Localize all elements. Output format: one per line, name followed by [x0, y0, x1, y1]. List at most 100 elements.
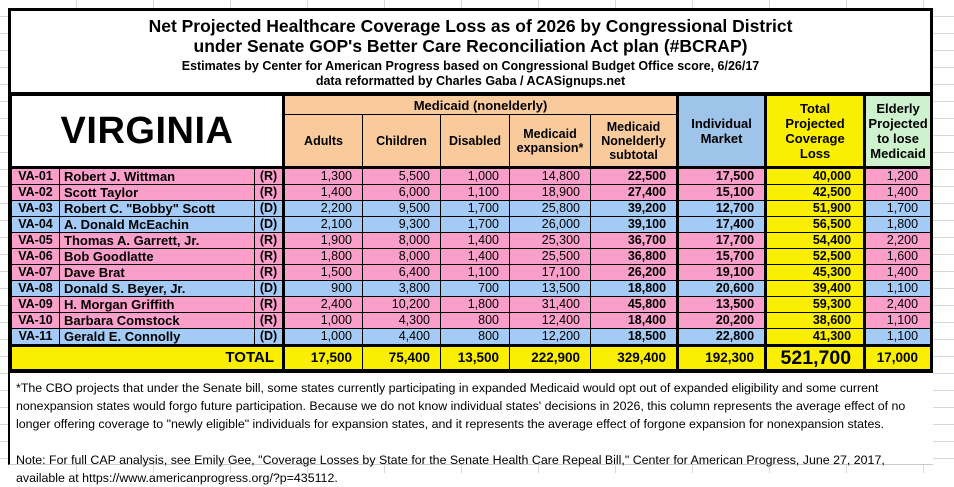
medicaid-group-header: Medicaid (nonelderly)	[282, 95, 680, 115]
name-cell: Thomas A. Garrett, Jr.	[59, 232, 255, 249]
table-header: VIRGINIA Medicaid (nonelderly) Individua…	[11, 95, 932, 169]
elderly-cell: 2,400	[864, 296, 932, 313]
name-cell: Dave Brat	[59, 264, 255, 281]
district-cell: VA-07	[11, 264, 60, 281]
disabled-cell: 1,800	[440, 296, 510, 313]
children-cell: 6,400	[362, 264, 441, 281]
adults-cell: 1,900	[283, 232, 363, 249]
total-cell: 41,300	[765, 328, 867, 346]
adults-cell: 1,500	[283, 264, 363, 281]
table-footer: TOTAL 17,500 75,400 13,500 222,900 329,400 192…	[11, 344, 932, 370]
total-row: TOTAL 17,500 75,400 13,500 222,900 329,400 192…	[11, 344, 932, 370]
children-cell: 10,200	[362, 296, 441, 313]
children-total-cell: 75,400	[362, 344, 441, 370]
expansion-cell: 25,300	[509, 232, 591, 249]
children-cell: 9,300	[362, 216, 441, 233]
district-cell: VA-03	[11, 200, 60, 217]
total-cell: 40,000	[765, 167, 867, 185]
elderly-cell: 2,200	[864, 232, 932, 249]
name-cell: Bob Goodlatte	[59, 248, 255, 265]
disabled-cell: 1,400	[440, 232, 510, 249]
children-cell: 3,800	[362, 280, 441, 297]
children-cell: 4,300	[362, 312, 441, 329]
disabled-total-cell: 13,500	[440, 344, 510, 370]
expansion-cell: 17,100	[509, 264, 591, 281]
title-credit-line: data reformatted by Charles Gaba / ACASi…	[315, 74, 626, 88]
party-cell: (R)	[254, 167, 285, 185]
elderly-total-cell: 17,000	[864, 344, 932, 370]
title-block: Net Projected Healthcare Coverage Loss a…	[11, 11, 930, 95]
individual-cell: 22,800	[677, 328, 768, 346]
individual-cell: 15,700	[677, 248, 768, 265]
elderly-cell: 1,400	[864, 264, 932, 281]
subtotal-cell: 26,200	[589, 264, 680, 281]
expansion-cell: 12,400	[509, 312, 591, 329]
district-cell: VA-05	[11, 232, 60, 249]
individual-cell: 15,100	[677, 184, 768, 201]
subtotal-cell: 18,800	[589, 280, 680, 297]
table-row: VA-10 Barbara Comstock (R) 1,000 4,300 800 12,…	[11, 312, 932, 329]
children-cell: 8,000	[362, 232, 441, 249]
disabled-cell: 1,100	[440, 264, 510, 281]
adults-cell: 2,100	[283, 216, 363, 233]
total-total-cell: 521,700	[765, 344, 867, 370]
subtotal-cell: 39,200	[589, 200, 680, 217]
disabled-cell: 1,700	[440, 216, 510, 233]
children-cell: 8,000	[362, 248, 441, 265]
elderly-cell: 1,100	[864, 280, 932, 297]
table-row: VA-09 H. Morgan Griffith (R) 2,400 10,200 1,8…	[11, 296, 932, 313]
expansion-cell: 18,900	[509, 184, 591, 201]
adults-cell: 1,400	[283, 184, 363, 201]
disabled-cell: 1,700	[440, 200, 510, 217]
individual-cell: 20,600	[677, 280, 768, 297]
total-cell: 59,300	[765, 296, 867, 313]
sheet-content: Net Projected Healthcare Coverage Loss a…	[8, 8, 933, 485]
adults-cell: 900	[283, 280, 363, 297]
subtotal-cell: 22,500	[589, 167, 680, 185]
page-title-line1: Net Projected Healthcare Coverage Loss a…	[148, 16, 793, 36]
elderly-cell: 1,100	[864, 312, 932, 329]
cap-note-url[interactable]: https://www.americanprogress.org/?p=4351…	[82, 471, 338, 485]
individual-cell: 12,700	[677, 200, 768, 217]
elderly-cell: 1,700	[864, 200, 932, 217]
adults-cell: 1,000	[283, 328, 363, 346]
party-cell: (R)	[254, 296, 285, 313]
subtotal-cell: 36,700	[589, 232, 680, 249]
name-cell: H. Morgan Griffith	[59, 296, 255, 313]
subtotal-cell: 36,800	[589, 248, 680, 265]
individual-market-header: Individual Market	[677, 95, 768, 169]
name-cell: Robert C. "Bobby" Scott	[59, 200, 255, 217]
district-cell: VA-06	[11, 248, 60, 265]
disabled-header: Disabled	[440, 114, 510, 169]
table-row: VA-07 Dave Brat (R) 1,500 6,400 1,100 17,100 26…	[11, 264, 932, 281]
table-row: VA-01 Robert J. Wittman (R) 1,300 5,500 1,000…	[11, 167, 932, 185]
party-cell: (R)	[254, 312, 285, 329]
coverage-loss-table-panel: Net Projected Healthcare Coverage Loss a…	[8, 8, 933, 373]
footnote-area: *The CBO projects that under the Senate …	[8, 373, 933, 485]
name-cell: Robert J. Wittman	[59, 167, 255, 185]
header-group-row: VIRGINIA Medicaid (nonelderly) Individua…	[11, 95, 932, 169]
expansion-cell: 13,500	[509, 280, 591, 297]
expansion-cell: 25,500	[509, 248, 591, 265]
expansion-cell: 12,200	[509, 328, 591, 346]
district-cell: VA-10	[11, 312, 60, 329]
name-cell: Gerald E. Connolly	[59, 328, 255, 346]
district-cell: VA-11	[11, 328, 60, 346]
total-coverage-loss-header: Total Projected Coverage Loss	[765, 95, 867, 169]
expansion-cell: 31,400	[509, 296, 591, 313]
party-cell: (D)	[254, 200, 285, 217]
total-cell: 56,500	[765, 216, 867, 233]
medicaid-subtotal-header: Medicaid Nonelderly subtotal	[589, 114, 680, 169]
disabled-cell: 700	[440, 280, 510, 297]
party-cell: (R)	[254, 248, 285, 265]
adults-header: Adults	[283, 114, 363, 169]
disabled-cell: 1,400	[440, 248, 510, 265]
total-cell: 54,400	[765, 232, 867, 249]
table-row: VA-11 Gerald E. Connolly (D) 1,000 4,400 800 1…	[11, 328, 932, 346]
table-row: VA-04 A. Donald McEachin (D) 2,100 9,300 1,70…	[11, 216, 932, 233]
subtotal-cell: 27,400	[589, 184, 680, 201]
subtotal-cell: 39,100	[589, 216, 680, 233]
total-cell: 38,600	[765, 312, 867, 329]
state-name-cell: VIRGINIA	[11, 95, 285, 169]
elderly-cell: 1,400	[864, 184, 932, 201]
